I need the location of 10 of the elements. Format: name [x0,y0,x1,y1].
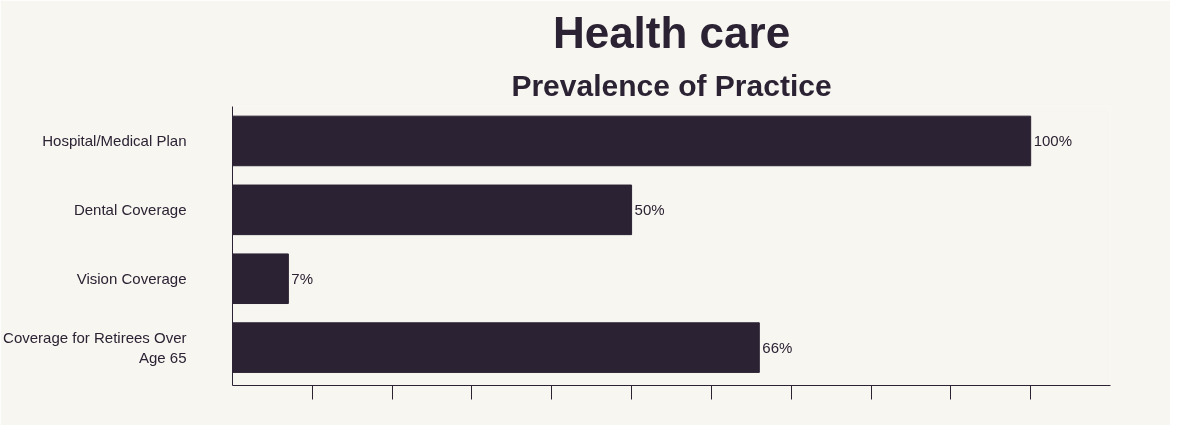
chart-subtitle: Prevalence of Practice [511,68,832,102]
y-tick-label: Dental Coverage [73,201,187,219]
data-label: 7% [291,270,314,288]
data-label: 50% [634,201,665,219]
y-tick-label: Vision Coverage [76,270,187,288]
chart-title: Health care [552,7,791,57]
data-label: 66% [762,339,793,357]
y-tick-label: Hospital/Medical Plan [42,132,187,150]
y-tick-label: Coverage for Retirees Over Age 65 [3,328,187,367]
data-label: 100% [1033,132,1073,150]
